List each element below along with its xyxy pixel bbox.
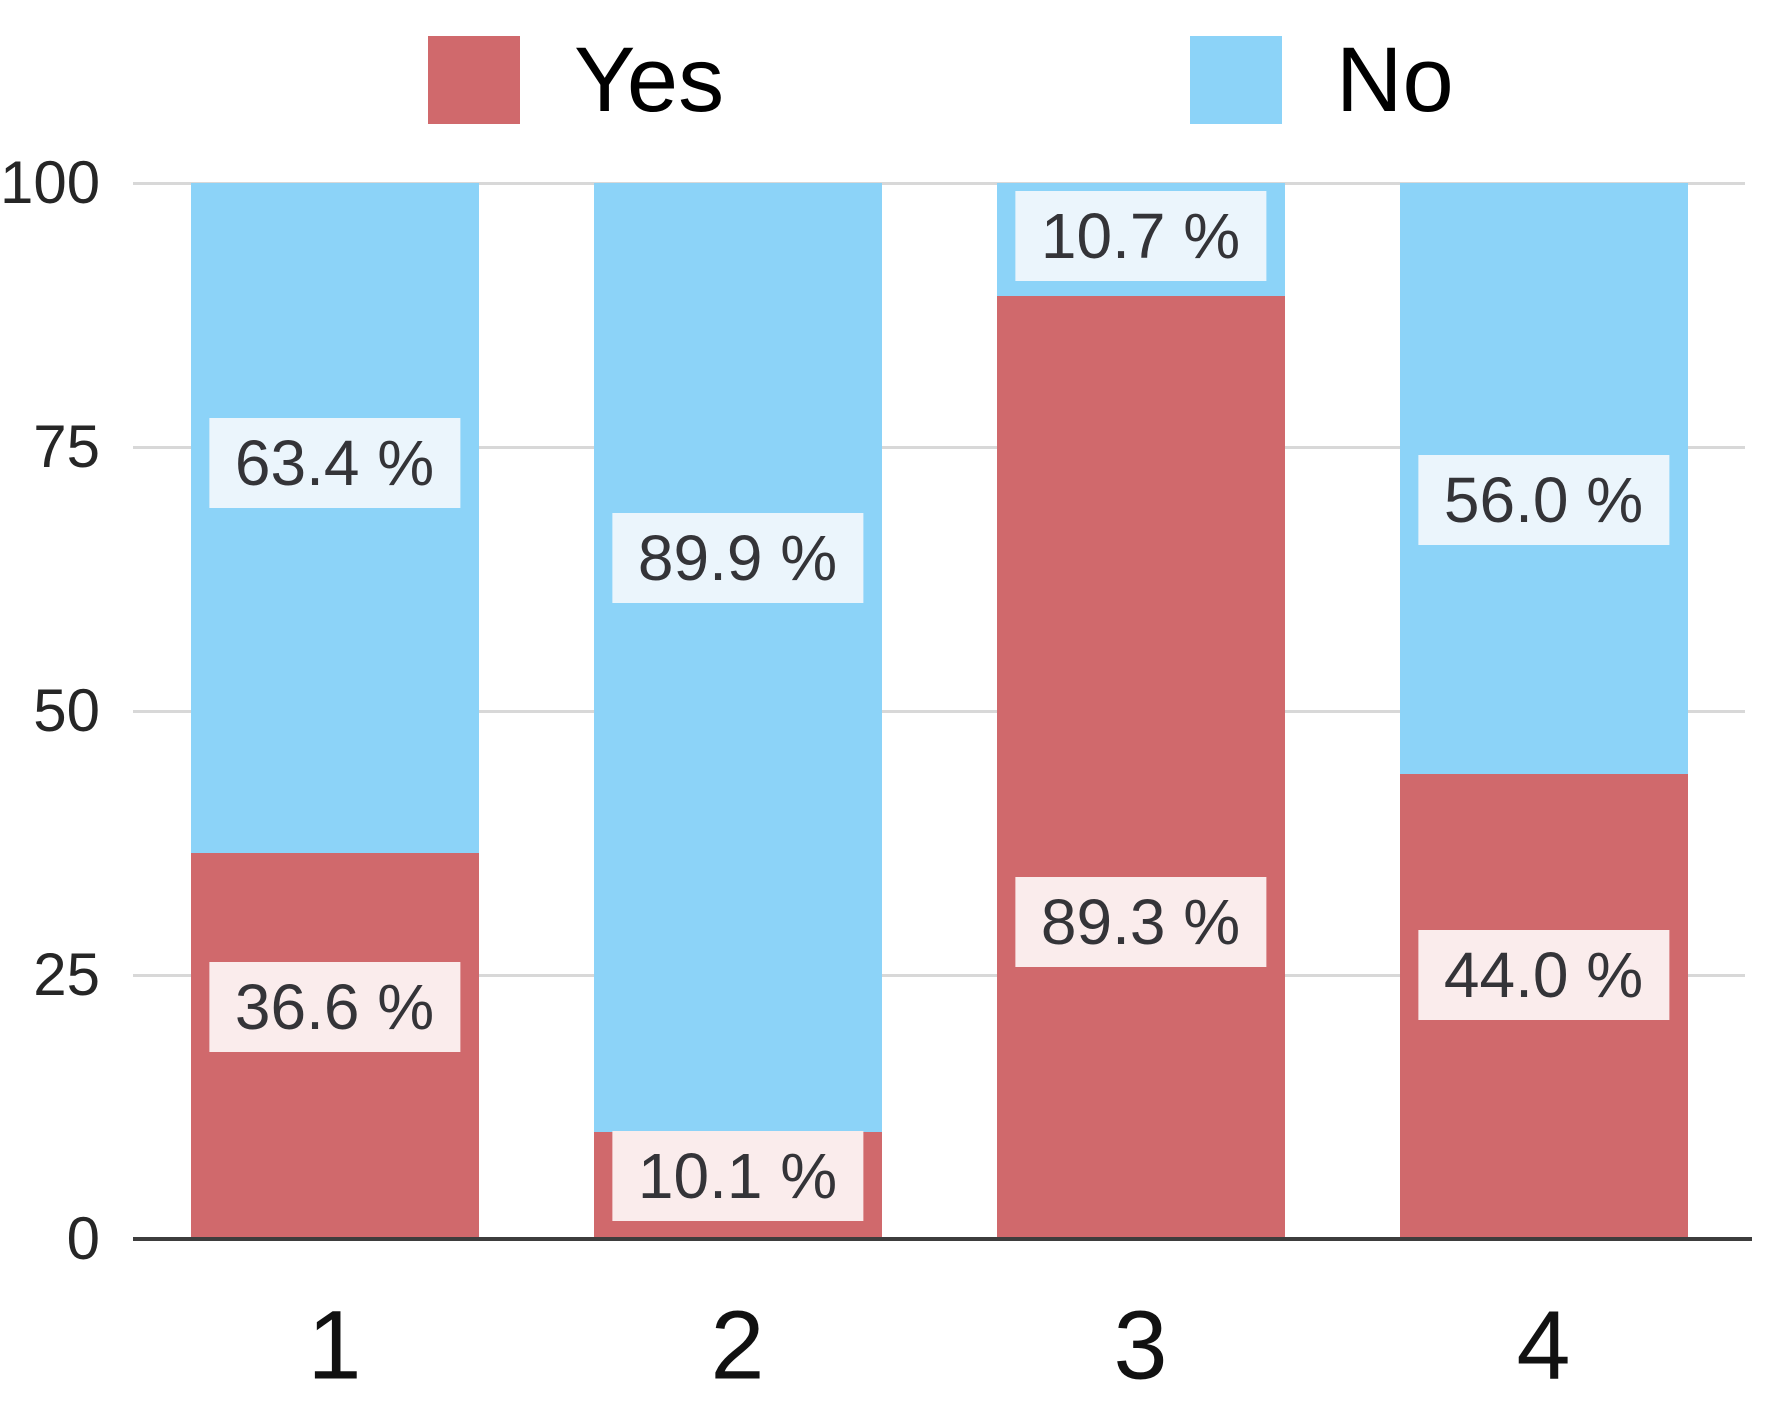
data-label-1-no: 63.4 % — [208, 417, 461, 508]
gridline-100 — [133, 182, 1745, 185]
legend-item-yes: Yes — [428, 20, 724, 140]
y-tick-label-25: 25 — [33, 941, 100, 1008]
gridline-25 — [133, 974, 1745, 977]
y-tick-label-50: 50 — [33, 677, 100, 744]
bar-3-segment-yes — [996, 295, 1285, 1239]
x-category-label-3: 3 — [1113, 1290, 1168, 1400]
data-label-2-no: 89.9 % — [611, 512, 864, 603]
legend-swatch-yes — [428, 36, 520, 124]
y-tick-label-100: 100 — [0, 149, 101, 216]
legend-label-yes: Yes — [574, 29, 725, 131]
x-category-label-4: 4 — [1516, 1290, 1571, 1400]
gridline-75 — [133, 446, 1745, 449]
data-label-4-yes: 44.0 % — [1417, 930, 1670, 1020]
x-axis-line — [133, 1237, 1752, 1241]
data-label-3-yes: 89.3 % — [1014, 877, 1267, 968]
y-tick-label-0: 0 — [66, 1205, 100, 1272]
bar-2-segment-no — [593, 183, 882, 1133]
data-label-2-yes: 10.1 % — [611, 1130, 864, 1221]
data-label-1-yes: 36.6 % — [208, 961, 461, 1052]
legend-item-no: No — [1190, 20, 1454, 140]
legend-label-no: No — [1336, 29, 1454, 131]
x-category-label-1: 1 — [307, 1290, 362, 1400]
data-label-3-no: 10.7 % — [1014, 190, 1267, 281]
bar-1-segment-no — [190, 183, 479, 853]
x-category-label-2: 2 — [710, 1290, 765, 1400]
data-label-4-no: 56.0 % — [1417, 454, 1670, 545]
y-tick-label-75: 75 — [33, 413, 100, 480]
legend-swatch-no — [1190, 36, 1282, 124]
gridline-50 — [133, 710, 1745, 713]
